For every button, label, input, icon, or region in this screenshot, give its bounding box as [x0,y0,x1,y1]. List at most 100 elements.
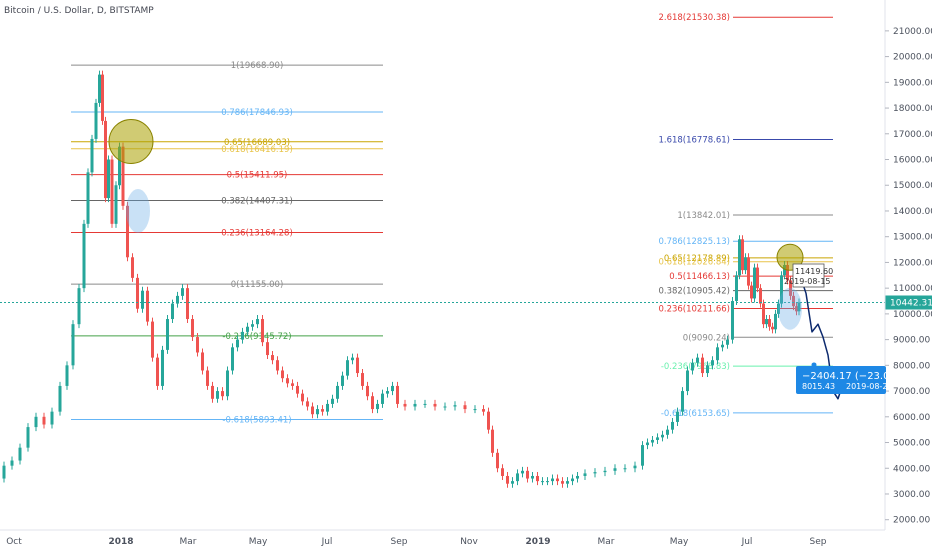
candle-body [86,172,90,224]
fib-level-label: 0.382(14407.31) [221,196,293,206]
measure-tooltip-main: −2404.17 (−23.07 [802,371,896,382]
candle-body [706,365,709,374]
candle-body [666,429,669,435]
candle-body [251,324,254,327]
candle-body [536,475,539,482]
candle-body [10,460,14,466]
fib-level-label: 0.618(16416.19) [221,145,293,155]
price-tick-label: 12000.00 [893,258,932,268]
price-tick-label: 17000.00 [893,130,932,140]
fib-level-label: 0.65(16689.03) [224,138,290,148]
candle-body [141,290,144,309]
candle-body [750,285,753,299]
candle-body [101,74,104,121]
fib-level-label: 0.618(12026.84) [658,258,730,268]
candle-body [386,391,389,394]
candle-body [741,239,744,271]
candle-body [82,223,86,289]
candle-body [738,239,741,276]
time-axis[interactable]: Oct 2018 Mar May Jul Sep Nov 2019 Mar May Jul Sep [0,529,885,547]
candle-body [681,391,684,412]
candle-body [281,370,284,379]
candle-body [521,470,524,474]
candle-body [118,146,121,186]
candle-body [126,205,129,258]
candle-body [226,370,229,397]
candle-body [721,344,724,348]
candle-body [366,385,369,397]
candle-body [114,185,118,224]
candle-body [241,331,244,340]
candle-body [613,468,617,471]
price-tooltip-date: 2019-08-15 [784,277,831,286]
candle-body [166,319,169,350]
fib-level-label: 0.236(13164.28) [221,228,293,238]
candle-body [593,472,597,474]
candle-body [356,357,359,374]
candle-body [661,434,664,438]
price-tick-label: 6000.00 [893,413,930,423]
price-tick-label: 3000.00 [893,490,930,500]
highlight-ellipse-right [778,287,802,330]
current-price-tag [885,295,932,310]
fib-level-label: -0.236(9145.72) [222,332,291,342]
candle-body [94,102,98,139]
candle-body [306,401,309,407]
candle-body [196,337,199,353]
time-tick-label: Nov [460,537,478,547]
fib-level-label: 2.618(21530.38) [658,13,730,23]
candle-body [403,403,407,407]
projection-path [799,275,844,400]
candle-body [556,478,559,482]
candle-body [753,267,756,299]
time-tick-label: Jul [321,537,333,547]
chart-title: Bitcoin / U.S. Dollar, D, BITSTAMP [4,6,154,16]
candle-body [623,468,627,470]
time-tick-label: Sep [810,537,827,547]
candle-body [576,475,579,479]
price-series [2,70,801,488]
candle-body [473,409,477,411]
candle-body [566,481,569,484]
price-tick-label: 14000.00 [893,207,932,217]
candle-body [696,357,699,363]
candle-body [256,319,259,325]
time-tick-label: Mar [180,537,197,547]
candle-body [271,355,274,361]
fib-level-label: 0.786(12825.13) [658,237,730,247]
candle-body [186,288,189,320]
price-tick-label: 5000.00 [893,439,930,449]
fib-level-label: -0.618(6153.65) [661,409,730,419]
price-axis[interactable]: 2000.00 3000.00 4000.00 5000.00 6000.00 7000.… [884,0,932,530]
price-tick-label: 19000.00 [893,78,932,88]
fib-retracement-left[interactable]: 1(19668.90) 0.786(17846.93) 0.65(16689.03)… [71,61,383,426]
candle-body [701,357,704,374]
fib-level-label: 1.618(16778.61) [658,135,730,145]
candle-body [551,478,554,482]
candle-body [121,146,125,206]
candle-body [361,373,364,386]
time-tick-label: Oct [6,537,22,547]
candle-body [501,468,504,476]
fib-level-label: 0.65(12178.89) [664,254,730,264]
candle-body [561,481,564,484]
price-tick-label: 16000.00 [893,156,932,166]
candle-body [789,280,792,296]
candle-body [146,290,149,322]
candle-body [656,437,659,440]
candle-body [797,302,801,312]
candle-body [65,365,69,386]
candle-body [768,319,771,327]
candle-body [531,475,534,479]
candle-body [774,313,777,330]
fib-retracement-right[interactable]: 2.618(21530.38) 1.618(16778.61) 1(13842.01… [658,13,833,419]
candle-body [181,288,184,296]
time-tick-label: Sep [391,537,408,547]
price-tick-label: 8000.00 [893,361,930,371]
fib-level-label: 0.5(15411.95) [227,171,288,181]
candle-body [633,465,637,469]
candle-body [482,409,485,412]
candle-body [603,470,607,473]
